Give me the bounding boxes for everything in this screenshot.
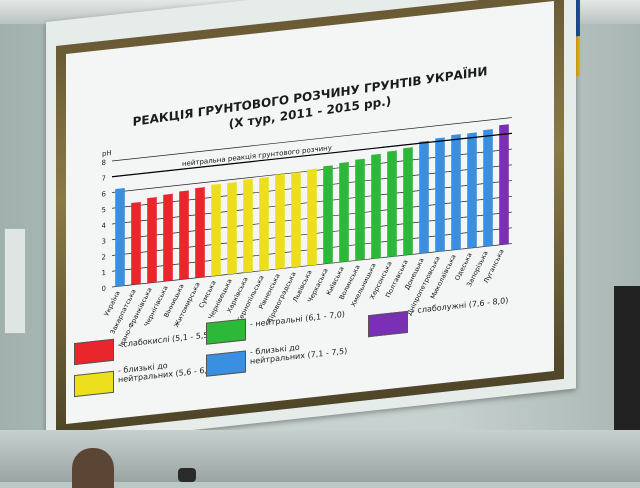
- person-head: [72, 448, 114, 488]
- chart-bar: [467, 132, 477, 249]
- legend-swatch: [368, 310, 408, 338]
- legend-swatch: [206, 318, 246, 345]
- microphone-icon: [178, 468, 196, 482]
- chart-bar: [291, 171, 301, 268]
- y-tick-label: 6: [102, 189, 107, 199]
- chart-bar: [339, 162, 349, 263]
- gridline: [112, 117, 512, 162]
- presentation-slide: РЕАКЦІЯ ГРУНТОВОГО РОЗЧИНУ ГРУНТІВ УКРАЇ…: [66, 0, 554, 424]
- wall-speaker: [4, 228, 26, 334]
- chart-bar: [419, 140, 429, 254]
- chart-bar: [307, 168, 317, 266]
- y-axis-label: pH: [102, 148, 112, 158]
- chart-bar: [499, 124, 509, 245]
- chart-bar: [163, 193, 173, 282]
- chart-bar: [179, 190, 189, 280]
- chart-bar: [131, 201, 141, 285]
- chart-bar: [387, 150, 397, 258]
- chart-bar: [371, 153, 381, 259]
- legend-swatch: [206, 350, 246, 377]
- chart-bar: [451, 134, 461, 251]
- chart-bar: [243, 178, 253, 273]
- chart-bar: [195, 187, 205, 278]
- y-tick-label: 0: [102, 284, 106, 293]
- chart-bar: [211, 183, 221, 277]
- bar-chart: 012345678pHУкраїнаЗакарпатськаІвано-Фран…: [102, 117, 512, 348]
- chart-bar: [355, 158, 365, 261]
- y-tick-label: 3: [102, 236, 106, 245]
- y-tick-label: 1: [102, 268, 106, 277]
- chart-bar: [115, 187, 125, 287]
- chart-bar: [275, 173, 285, 270]
- chart-bar: [259, 177, 269, 272]
- chart-bar: [403, 147, 413, 256]
- chart-bar: [147, 197, 157, 284]
- chart-bar: [435, 137, 445, 252]
- y-tick-label: 7: [102, 173, 106, 182]
- reference-line: [112, 132, 512, 178]
- y-tick-label: 4: [102, 221, 107, 231]
- chart-bar: [323, 165, 333, 265]
- legend-swatch: [74, 338, 114, 366]
- chart-bar: [483, 129, 493, 247]
- chart-bar: [227, 182, 237, 275]
- y-tick-label: 2: [102, 252, 106, 261]
- y-tick-label: 5: [102, 205, 106, 214]
- legend-swatch: [74, 370, 114, 398]
- y-tick-label: 8: [102, 158, 106, 167]
